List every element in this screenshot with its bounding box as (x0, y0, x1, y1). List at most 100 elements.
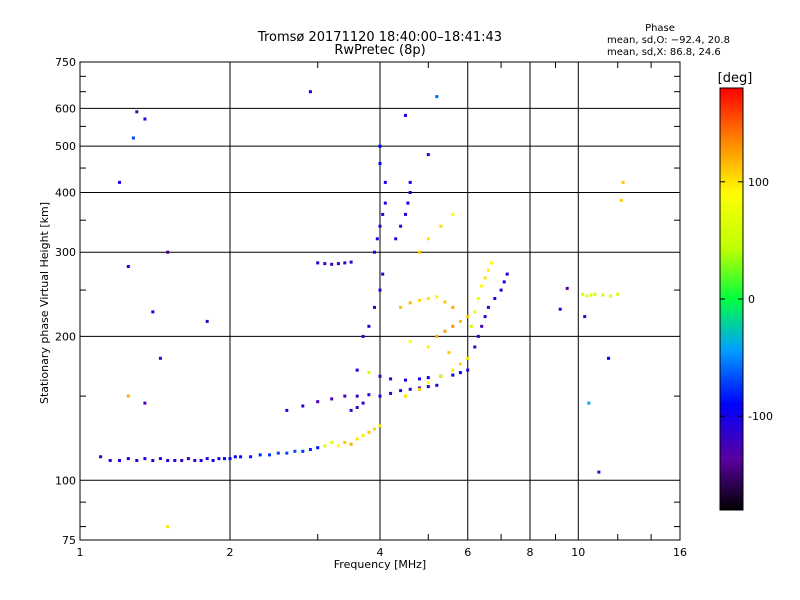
data-point (404, 113, 407, 117)
data-point (228, 457, 232, 461)
data-point (558, 307, 562, 311)
x-axis-ticks: 1 2 4 6 8 10 16 (77, 546, 688, 559)
data-point (451, 324, 455, 328)
data-point (597, 470, 601, 474)
colorbar-tick-label: 0 (748, 293, 755, 306)
data-point (131, 136, 135, 140)
data-point (469, 324, 473, 328)
data-point (173, 459, 177, 462)
data-point (589, 293, 593, 297)
data-point (435, 95, 439, 99)
data-point (466, 368, 470, 372)
data-point (330, 440, 334, 444)
x-tick-label: 16 (673, 546, 687, 559)
data-point (166, 459, 170, 462)
data-point (373, 250, 376, 254)
data-point (135, 459, 139, 462)
data-point (223, 457, 226, 461)
y-tick-label: 500 (55, 140, 76, 153)
data-point (135, 110, 139, 114)
y-tick-label: 300 (55, 246, 76, 259)
grid-lines (80, 62, 680, 540)
data-point (473, 310, 477, 314)
colorbar-label: [deg] (718, 71, 753, 86)
data-point (323, 444, 327, 448)
data-point (383, 180, 387, 184)
data-point (308, 448, 312, 451)
data-point (151, 310, 155, 314)
data-point (268, 453, 271, 457)
data-point (355, 368, 359, 372)
data-point (126, 457, 130, 461)
data-point (621, 180, 625, 184)
data-point (276, 451, 280, 455)
data-point (389, 377, 393, 381)
y-axis-label: Stationary phase Virtual Height [km] (38, 202, 51, 404)
data-point (343, 394, 347, 398)
data-point (418, 298, 421, 302)
data-point (205, 319, 209, 323)
data-point (483, 315, 487, 319)
data-point (585, 294, 589, 298)
data-point (439, 374, 443, 378)
data-point (418, 377, 421, 381)
data-point (143, 401, 147, 405)
data-point (180, 459, 184, 462)
y-tick-label: 750 (55, 56, 76, 69)
data-point (233, 455, 237, 459)
data-point (435, 334, 439, 338)
data-point (458, 319, 462, 323)
data-point (399, 224, 403, 228)
colorbar-ticks: 100 0 -100 (720, 176, 773, 423)
data-point (439, 224, 443, 228)
data-point (499, 288, 503, 292)
data-point (308, 90, 312, 94)
data-point (158, 356, 162, 360)
data-point (426, 237, 430, 241)
data-point (607, 356, 610, 360)
data-point (211, 459, 215, 462)
data-point (418, 387, 421, 391)
y-tick-label: 200 (55, 330, 76, 343)
data-point (451, 305, 455, 309)
data-point (451, 212, 455, 216)
y-tick-label: 600 (55, 102, 76, 115)
data-point (381, 272, 385, 276)
data-point (293, 449, 297, 453)
data-point (426, 345, 430, 349)
colorbar-tick-label: 100 (748, 176, 769, 189)
data-point (378, 394, 382, 398)
data-point (399, 305, 403, 309)
data-point (151, 459, 155, 462)
y-tick-label: 100 (55, 474, 76, 487)
data-point (443, 329, 447, 333)
data-point (408, 340, 412, 344)
data-point (166, 250, 170, 254)
data-point (316, 261, 320, 265)
data-point (336, 444, 340, 448)
data-point (239, 455, 243, 459)
data-point (118, 459, 121, 462)
data-point (375, 237, 379, 241)
data-point (426, 385, 430, 389)
data-point (587, 401, 591, 405)
data-point (343, 261, 347, 265)
data-point (426, 297, 430, 300)
data-point (330, 262, 334, 266)
data-point (458, 362, 462, 366)
data-point (394, 237, 398, 241)
data-point (483, 276, 487, 280)
data-point (108, 459, 112, 462)
data-point (466, 356, 470, 360)
data-point (476, 297, 480, 300)
data-point (158, 457, 162, 461)
data-point (378, 288, 382, 292)
data-point (285, 451, 289, 455)
data-point (581, 292, 585, 296)
data-point (349, 260, 353, 264)
data-point (355, 406, 359, 409)
data-point (404, 394, 407, 398)
data-point (383, 201, 387, 205)
data-point (473, 345, 477, 349)
